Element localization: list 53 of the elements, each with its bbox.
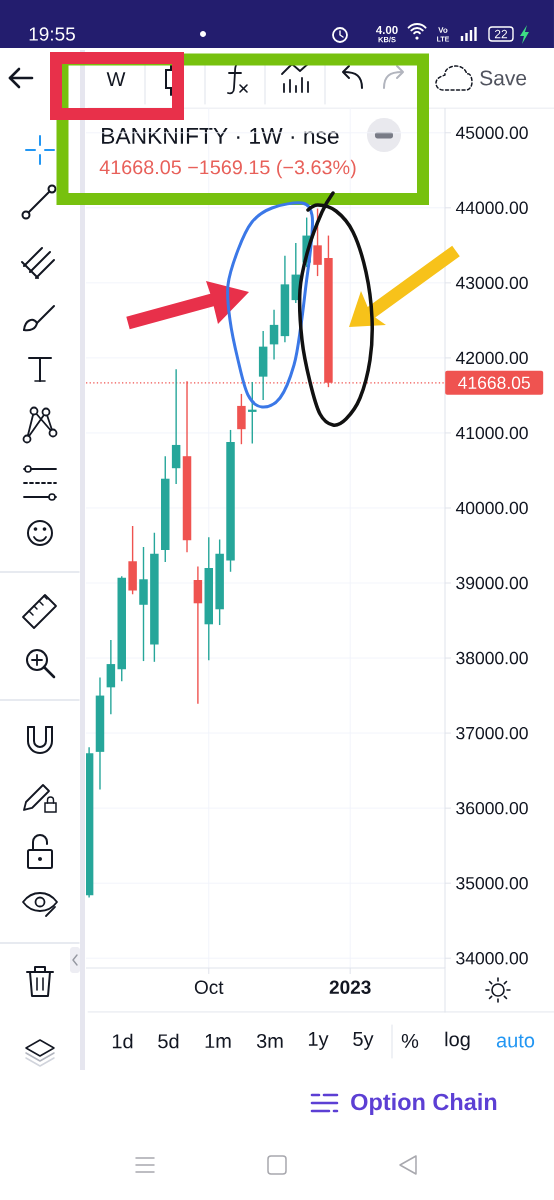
text: 19:55 (29, 27, 75, 41)
text: 1d (112, 1033, 133, 1049)
candlestick (117, 575, 126, 683)
text: auto (496, 1034, 535, 1048)
candlestick (258, 330, 268, 401)
candlestick (182, 380, 192, 553)
text: 3m (256, 1033, 283, 1049)
text: 22 (494, 29, 508, 39)
text: 1y (308, 1032, 329, 1050)
x-tick-label: 2023 (329, 980, 371, 995)
candlestick (95, 676, 105, 791)
y-tick-label: 39000.00 (456, 576, 528, 590)
y-tick-label: 42000.00 (455, 351, 528, 365)
candlestick (161, 455, 170, 563)
candlestick (269, 309, 279, 361)
y-tick-label: 36000.00 (456, 801, 528, 815)
y-tick-label: 43000.00 (455, 276, 528, 290)
candlestick (171, 368, 181, 485)
y-tick-label: 34000.00 (456, 952, 528, 965)
candlestick (226, 429, 235, 573)
candlestick (128, 525, 137, 595)
y-tick-label: 45000.00 (455, 126, 528, 139)
y-tick-label: 40000.00 (455, 501, 528, 515)
candlestick (215, 538, 224, 626)
candlestick (313, 207, 322, 277)
text: Option Chain (351, 1093, 497, 1115)
y-tick-label: 44000.00 (455, 201, 528, 214)
text: Vo (438, 27, 448, 33)
text: 4.00 (375, 25, 398, 35)
y-tick-label: 37000.00 (456, 726, 528, 740)
candlestick (237, 393, 246, 445)
ref-line-label: 41668.05 (458, 376, 530, 389)
candlestick (248, 381, 257, 445)
candlestick (204, 536, 214, 662)
candlestick (106, 639, 116, 716)
text: 1m (205, 1034, 231, 1048)
candlestick (280, 255, 290, 343)
text: W (106, 72, 126, 86)
text: 5y (353, 1032, 374, 1050)
text: 41668.05 −1569.15 (−3.63%) (99, 159, 356, 179)
candlestick (193, 565, 203, 705)
text: 5d (158, 1033, 179, 1049)
text: BANKNIFTY · 1W · nse (102, 128, 339, 144)
candlestick (86, 746, 94, 899)
candlestick (150, 532, 159, 663)
y-tick-label: 35000.00 (456, 877, 528, 890)
y-tick-label: 41000.00 (455, 426, 528, 440)
text: Save (480, 70, 527, 86)
candlestick (139, 546, 148, 662)
text: log (445, 1031, 470, 1051)
text: % (401, 1033, 419, 1048)
y-tick-label: 38000.00 (456, 651, 528, 665)
x-tick-label: Oct (194, 980, 224, 994)
